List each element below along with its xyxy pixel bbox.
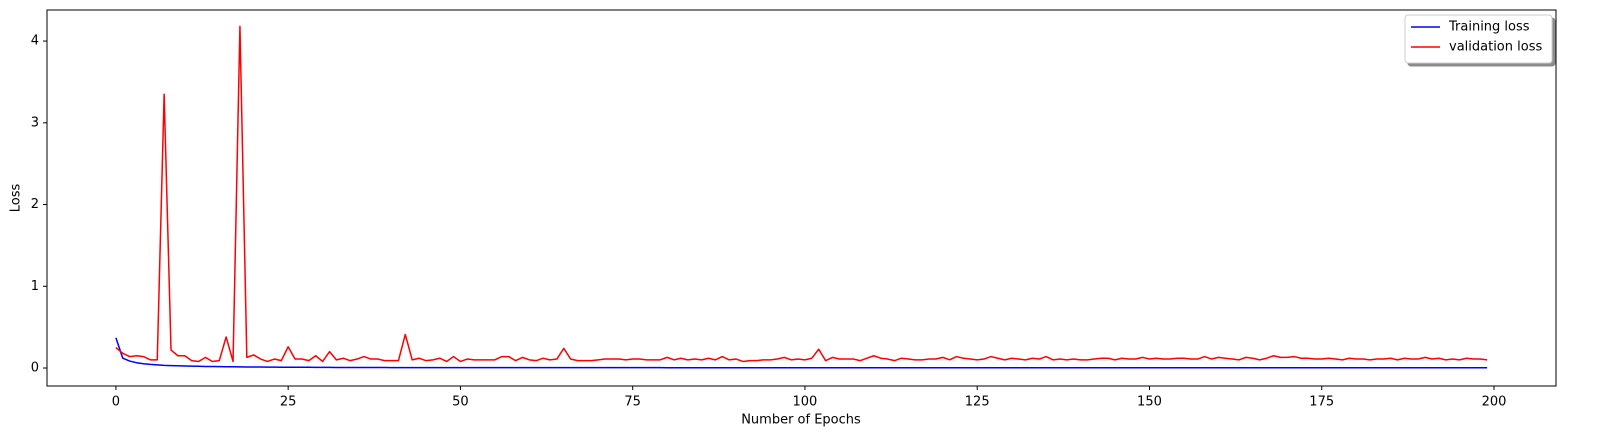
y-tick-label: 2 (31, 197, 39, 212)
y-tick-label: 3 (31, 115, 39, 130)
x-tick-label: 75 (624, 395, 641, 410)
y-tick-label: 1 (31, 279, 39, 294)
line-series (115, 337, 1488, 369)
x-tick-label: 150 (1137, 395, 1162, 410)
x-tick-label: 200 (1482, 395, 1507, 410)
legend: Training loss validation loss (1404, 14, 1553, 64)
axes-frame (46, 9, 1557, 387)
y-tick-label: 0 (31, 361, 39, 376)
legend-label: validation loss (1449, 40, 1542, 55)
x-tick-label: 100 (793, 395, 818, 410)
legend-box (1404, 14, 1553, 64)
x-tick-label: 0 (112, 395, 120, 410)
x-axis-label: Number of Epochs (741, 413, 861, 428)
y-tick-label: 4 (31, 34, 39, 49)
x-tick-label: 50 (452, 395, 469, 410)
plot-area (115, 25, 1488, 369)
y-axis-label: Loss (9, 184, 24, 213)
x-tick-label: 25 (280, 395, 297, 410)
legend-label: Training loss (1448, 20, 1530, 35)
line-series (115, 25, 1488, 363)
x-tick-label: 175 (1309, 395, 1334, 410)
x-tick-label: 125 (965, 395, 990, 410)
